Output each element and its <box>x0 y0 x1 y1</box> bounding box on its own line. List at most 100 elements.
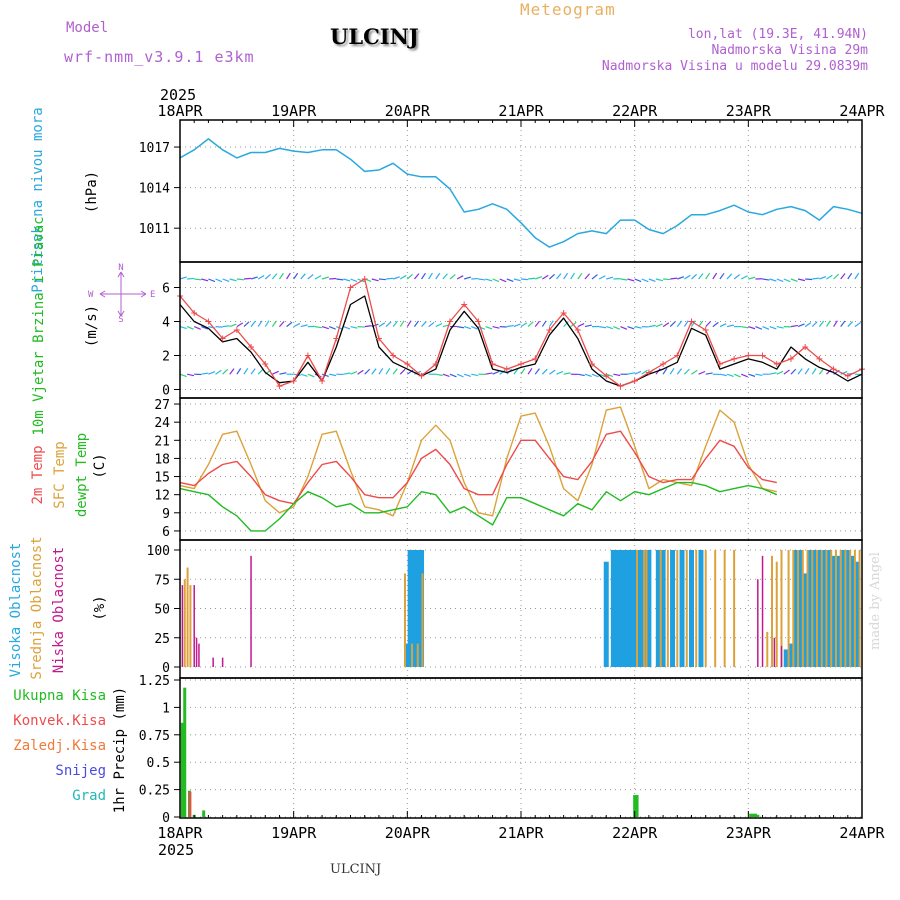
wind-barb-arrow <box>257 320 263 327</box>
high-cloud-bar <box>797 550 803 667</box>
total-precip-bar <box>202 810 206 817</box>
wind-barb-arrow <box>606 326 614 330</box>
wind-barb-arrow <box>797 278 806 282</box>
wind-barb-arrow <box>847 321 854 328</box>
wind-barb-arrow <box>676 368 683 375</box>
mid-cloud-bar <box>636 550 639 667</box>
cloud-low-title: Niska Oblacnost <box>51 547 67 673</box>
high-cloud-bar <box>698 550 704 667</box>
wind-barb-arrow <box>634 278 642 283</box>
wind-barb-arrow <box>826 368 832 375</box>
wind-barb-arrow <box>264 273 271 280</box>
mid-cloud-bar <box>780 550 783 667</box>
wind-barb-arrow <box>627 372 635 375</box>
total-precip-bar <box>633 795 637 817</box>
wind-unit: (m/s) <box>84 305 100 347</box>
mid-cloud-bar <box>858 550 861 667</box>
wind-barb-arrow <box>307 274 314 280</box>
wind-barb-arrow <box>620 278 628 281</box>
wind-barb-arrow <box>733 274 740 280</box>
high-cloud-bar <box>854 561 860 667</box>
wind-barb-arrow <box>300 273 306 280</box>
temp-sfc-title: SFC Temp <box>52 441 68 508</box>
y-tick-label: 6 <box>162 282 170 297</box>
wind-gust-marker <box>446 318 453 325</box>
wind-gust-marker <box>276 383 283 390</box>
wind-barb-arrow <box>598 373 606 378</box>
wind-barb-arrow <box>598 275 606 280</box>
wind-barb-arrow <box>456 275 464 280</box>
high-cloud-bar <box>679 550 685 667</box>
mid-cloud-bar <box>411 643 414 667</box>
wind-gust-marker <box>233 327 240 333</box>
wind-barb-arrow <box>271 273 278 280</box>
wind-gust-marker <box>844 372 851 379</box>
low-cloud-bar <box>193 585 195 667</box>
wind-barb-arrow <box>492 278 500 283</box>
wind-barb-arrow <box>492 370 500 375</box>
y-tick-label: 18 <box>154 452 170 467</box>
wind-barb-arrow <box>264 320 270 327</box>
wind-barb-arrow <box>584 324 592 328</box>
wind-barb-arrow <box>527 368 533 375</box>
wind-barb-arrow <box>229 323 237 328</box>
wind-barb-arrow <box>492 326 500 329</box>
pressure-title: Pritisak na nivou mora <box>30 107 46 292</box>
wind-barb-arrow <box>321 326 329 330</box>
wind-barb-arrow <box>705 372 713 375</box>
conv-precip-bar <box>188 791 192 817</box>
wind-barb-arrow <box>215 278 223 283</box>
wind-barb-arrow <box>278 272 284 280</box>
wind-barb-arrow <box>663 278 671 281</box>
wind-barb-arrow <box>364 325 372 328</box>
wind-barb-arrow <box>378 322 386 328</box>
wind-barb-arrow <box>186 373 195 377</box>
wind-barb-arrow <box>676 320 683 327</box>
wind-gust-marker <box>816 355 823 362</box>
wind-gust-marker <box>589 361 596 367</box>
wind-barb-arrow <box>222 325 230 328</box>
wind-barb-arrow <box>584 273 591 280</box>
wind-gust-marker <box>191 310 198 316</box>
mid-cloud-bar <box>723 550 726 667</box>
wind-barb-arrow <box>627 326 635 330</box>
wind-barb-arrow <box>506 278 514 283</box>
y-tick-label: 1.25 <box>139 674 170 689</box>
wind-barb-arrow <box>208 371 216 375</box>
wind-barb-arrow <box>655 323 663 328</box>
wind-gust-marker <box>248 344 255 350</box>
grid-layer <box>180 120 862 818</box>
wind-barb-arrow <box>534 320 541 327</box>
y-tick-label: 21 <box>154 434 170 449</box>
wind-panel-titles: 10m Vjetar Brzina i Pravac (m/s) N S W E <box>31 216 155 435</box>
wind-gust-marker <box>219 335 226 342</box>
wind-barb-arrow <box>769 372 777 375</box>
mid-cloud-bar <box>825 550 828 667</box>
high-cloud-bar <box>407 550 413 667</box>
compass-w: W <box>88 290 94 300</box>
y-tick-label: 0.5 <box>147 756 170 771</box>
wind-gust-marker <box>603 372 610 379</box>
wind-gust-marker <box>532 355 539 362</box>
wind-barb-arrow <box>804 368 810 375</box>
wind-barb-arrow <box>236 368 242 375</box>
wind-barb-arrow <box>463 373 471 378</box>
wind-barb-arrow <box>655 278 663 282</box>
wind-barb-arrow <box>513 323 521 328</box>
wind-barb-arrow <box>549 369 556 375</box>
low-cloud-bar <box>195 637 198 667</box>
wind-barb-arrow <box>797 323 805 328</box>
wind-barb-arrow <box>399 368 406 375</box>
wind-barb-arrow <box>222 278 230 283</box>
wind-barb-arrow <box>286 272 291 280</box>
wind-barb-arrow <box>463 326 472 330</box>
wind-barb-arrow <box>662 322 670 328</box>
wind-barb-arrow <box>513 368 519 375</box>
mid-cloud-bar <box>816 550 819 667</box>
y-tick-label: 50 <box>154 603 170 618</box>
wind-barb-arrow <box>520 322 528 328</box>
mid-cloud-bar <box>183 579 186 667</box>
wind-barb-arrow <box>399 320 405 327</box>
wind-barb-arrow <box>406 320 412 327</box>
wind-gust-marker <box>560 310 567 316</box>
